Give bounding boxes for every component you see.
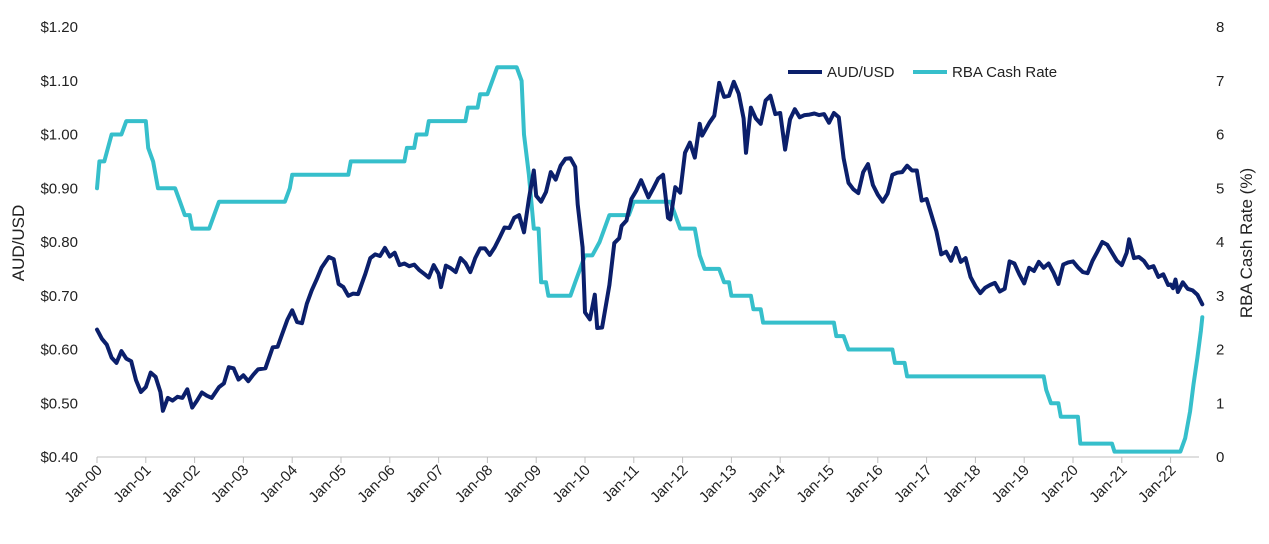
x-tick-label: Jan-11: [599, 462, 643, 506]
y-axis-title-right: RBA Cash Rate (%): [1237, 168, 1256, 318]
x-tick-label: Jan-08: [452, 462, 496, 506]
y-tick-label-left: $1.10: [40, 73, 78, 90]
y-tick-label-left: $0.50: [40, 395, 78, 412]
x-tick-label: Jan-05: [305, 462, 349, 506]
x-tick-label: Jan-01: [110, 462, 154, 506]
y-tick-label-left: $0.60: [40, 342, 78, 359]
y-tick-label-left: $0.90: [40, 180, 78, 197]
y-axis-title-left: AUD/USD: [9, 205, 28, 282]
y-tick-label-right: 1: [1216, 395, 1224, 412]
x-tick-label: Jan-09: [501, 462, 545, 506]
x-tick-label: Jan-03: [208, 462, 252, 506]
legend-label-aud-usd: AUD/USD: [827, 64, 895, 81]
x-tick-label: Jan-15: [793, 462, 837, 506]
x-tick-label: Jan-00: [61, 462, 105, 506]
x-tick-label: Jan-20: [1037, 462, 1081, 506]
x-tick-label: Jan-02: [159, 462, 203, 506]
y-tick-label-left: $1.20: [40, 19, 78, 36]
y-tick-label-left: $1.00: [40, 127, 78, 144]
x-tick-label: Jan-14: [745, 462, 789, 506]
x-tick-label: Jan-06: [354, 462, 398, 506]
y-tick-label-right: 6: [1216, 127, 1224, 144]
x-tick-label: Jan-18: [940, 462, 984, 506]
series-line-aud-usd: [95, 79, 1205, 413]
series-lines: [95, 65, 1205, 454]
legend: AUD/USD RBA Cash Rate: [788, 64, 1057, 81]
y-tick-label-left: $0.80: [40, 234, 78, 251]
y-tick-label-right: 4: [1216, 234, 1224, 251]
x-tick-label: Jan-16: [842, 462, 886, 506]
legend-label-rba-cash-rate: RBA Cash Rate: [952, 64, 1057, 81]
y-tick-label-right: 0: [1216, 449, 1224, 466]
y-tick-label-right: 2: [1216, 342, 1224, 359]
y-tick-label-right: 8: [1216, 19, 1224, 36]
x-tick-label: Jan-19: [989, 462, 1033, 506]
x-tick-label: Jan-22: [1135, 462, 1179, 506]
y-tick-label-right: 3: [1216, 288, 1224, 305]
x-tick-label: Jan-07: [403, 462, 447, 506]
x-tick-label: Jan-21: [1086, 462, 1130, 506]
x-tick-label: Jan-04: [257, 462, 301, 506]
x-tick-label: Jan-12: [647, 462, 691, 506]
y-tick-label-left: $0.40: [40, 449, 78, 466]
series-line-rba-cash-rate: [95, 65, 1205, 454]
y-tick-label-left: $0.70: [40, 288, 78, 305]
y-tick-label-right: 7: [1216, 73, 1224, 90]
x-tick-label: Jan-17: [891, 462, 935, 506]
x-tick-label: Jan-13: [696, 462, 740, 506]
x-tick-label: Jan-10: [549, 462, 593, 506]
y-tick-label-right: 5: [1216, 180, 1224, 197]
